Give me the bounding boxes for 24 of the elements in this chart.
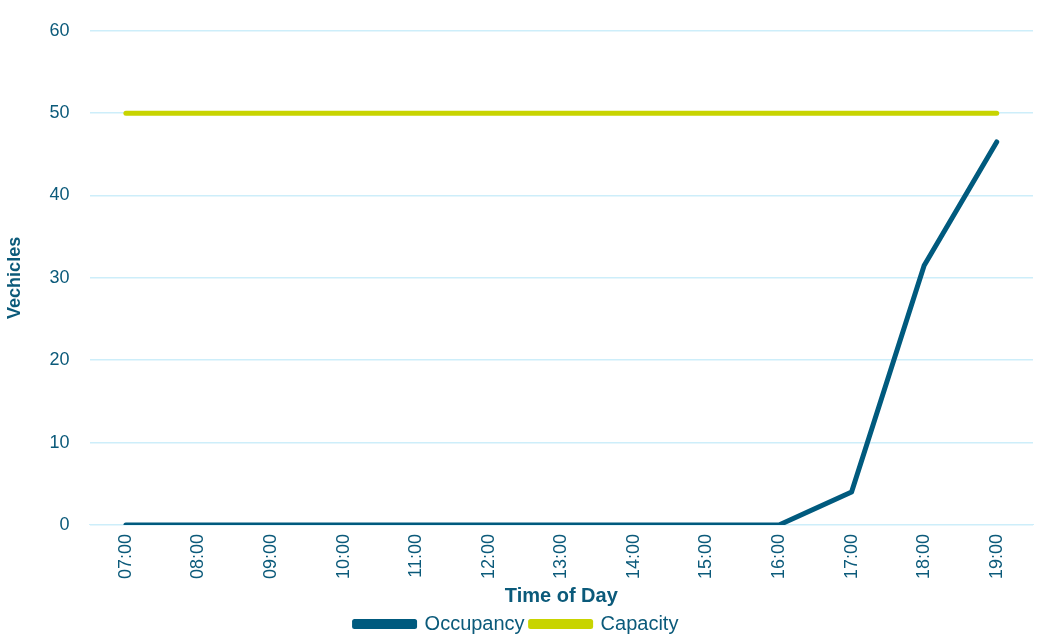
- x-tick-label: 13:00: [550, 533, 571, 579]
- y-tick-label: 10: [49, 431, 70, 452]
- x-tick-label: 10:00: [332, 533, 353, 579]
- y-tick-label: 20: [49, 349, 70, 370]
- x-tick-label: 09:00: [260, 533, 281, 579]
- x-tick-label: 11:00: [405, 533, 426, 578]
- x-tick-label: 07:00: [114, 533, 135, 579]
- x-tick-label: 15:00: [695, 533, 716, 579]
- x-axis-title: Time of Day: [504, 583, 619, 606]
- y-axis-title: Vechicles: [3, 236, 24, 319]
- x-tick-label: 19:00: [985, 533, 1006, 579]
- x-tick-label: 14:00: [622, 533, 643, 579]
- y-tick-label: 40: [49, 184, 70, 205]
- x-tick-label: 16:00: [767, 533, 788, 579]
- x-tick-label: 08:00: [187, 533, 208, 579]
- y-tick-label: 0: [59, 513, 70, 534]
- x-tick-label: 17:00: [840, 533, 861, 579]
- x-tick-label: 18:00: [913, 533, 934, 579]
- y-tick-label: 30: [49, 266, 70, 287]
- x-tick-label: 12:00: [477, 533, 498, 579]
- y-tick-label: 60: [49, 19, 70, 40]
- y-tick-label: 50: [49, 102, 70, 123]
- legend-label: Capacity: [600, 611, 679, 634]
- legend-label: Occupancy: [424, 611, 525, 634]
